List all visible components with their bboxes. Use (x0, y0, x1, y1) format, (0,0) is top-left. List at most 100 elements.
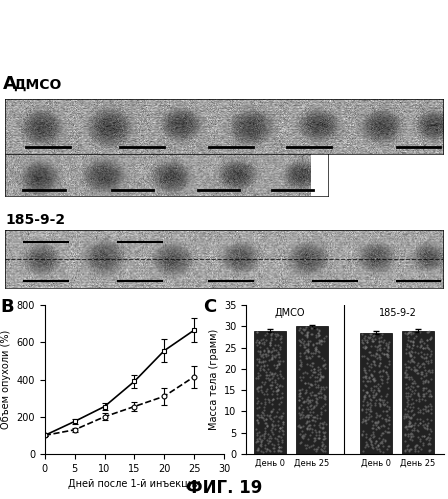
Point (360, 364, 367, 372)
Point (426, 392, 433, 400)
Point (269, 396, 276, 404)
Point (362, 368, 369, 376)
Point (309, 352, 316, 360)
Point (263, 422, 271, 430)
Point (273, 363, 280, 371)
Point (269, 408, 276, 416)
Point (264, 436, 271, 444)
Point (416, 328, 423, 336)
Point (365, 348, 372, 356)
Point (419, 422, 426, 430)
Point (371, 367, 378, 375)
Point (313, 445, 320, 453)
Point (374, 386, 381, 394)
Point (255, 413, 262, 421)
Point (427, 347, 435, 355)
Point (404, 357, 411, 365)
Point (297, 430, 304, 438)
Point (425, 433, 432, 441)
Point (360, 427, 367, 435)
Point (304, 399, 311, 407)
Point (265, 412, 272, 420)
Point (412, 366, 419, 374)
Point (427, 392, 435, 400)
Point (279, 426, 286, 434)
Point (408, 355, 415, 363)
Point (425, 430, 432, 438)
Point (267, 381, 274, 389)
Point (362, 434, 370, 442)
Point (319, 373, 326, 381)
Point (306, 411, 313, 419)
Point (370, 360, 377, 368)
Point (303, 328, 310, 336)
Point (310, 359, 317, 367)
Point (376, 353, 383, 361)
Point (257, 362, 264, 370)
Point (277, 381, 284, 389)
Point (415, 392, 422, 400)
Point (271, 378, 278, 386)
Point (313, 394, 320, 402)
Point (310, 368, 317, 376)
Point (359, 342, 366, 350)
Point (409, 337, 416, 345)
Point (267, 341, 274, 349)
Point (269, 429, 276, 437)
Point (420, 390, 427, 398)
Point (322, 383, 329, 391)
Point (297, 410, 305, 418)
Point (409, 421, 416, 429)
Point (298, 358, 305, 366)
Point (296, 403, 303, 411)
Point (269, 422, 276, 430)
Point (418, 432, 426, 440)
Point (403, 445, 410, 453)
Point (422, 369, 430, 377)
Point (272, 346, 279, 354)
Point (422, 402, 429, 410)
Point (424, 419, 431, 427)
Point (320, 361, 327, 369)
Point (276, 345, 284, 353)
Point (314, 332, 322, 340)
Point (405, 422, 413, 430)
Point (407, 358, 414, 366)
Point (266, 437, 273, 445)
Point (407, 418, 414, 426)
Point (306, 424, 314, 432)
Point (383, 428, 391, 436)
Point (403, 366, 410, 374)
Point (414, 382, 421, 390)
Point (269, 421, 276, 429)
Point (277, 372, 284, 380)
Point (402, 410, 409, 418)
Point (410, 363, 418, 371)
Point (300, 341, 307, 349)
Point (254, 444, 261, 452)
Point (373, 443, 380, 451)
Point (427, 405, 435, 413)
Point (407, 390, 414, 398)
Point (371, 361, 378, 369)
Point (405, 441, 412, 449)
Point (313, 399, 320, 407)
Point (403, 380, 410, 388)
X-axis label: Дней после 1-й инъекции: Дней после 1-й инъекции (68, 479, 201, 490)
Point (404, 407, 411, 415)
Point (268, 378, 276, 386)
Point (369, 388, 376, 396)
Point (407, 429, 414, 437)
Point (412, 442, 419, 450)
Point (373, 389, 380, 397)
Point (308, 428, 315, 436)
Point (262, 400, 269, 408)
Point (362, 342, 369, 350)
Point (315, 352, 323, 360)
Point (312, 398, 319, 406)
Point (408, 337, 415, 345)
Point (322, 434, 329, 442)
Point (381, 350, 388, 358)
Point (271, 425, 279, 433)
Point (276, 367, 284, 375)
